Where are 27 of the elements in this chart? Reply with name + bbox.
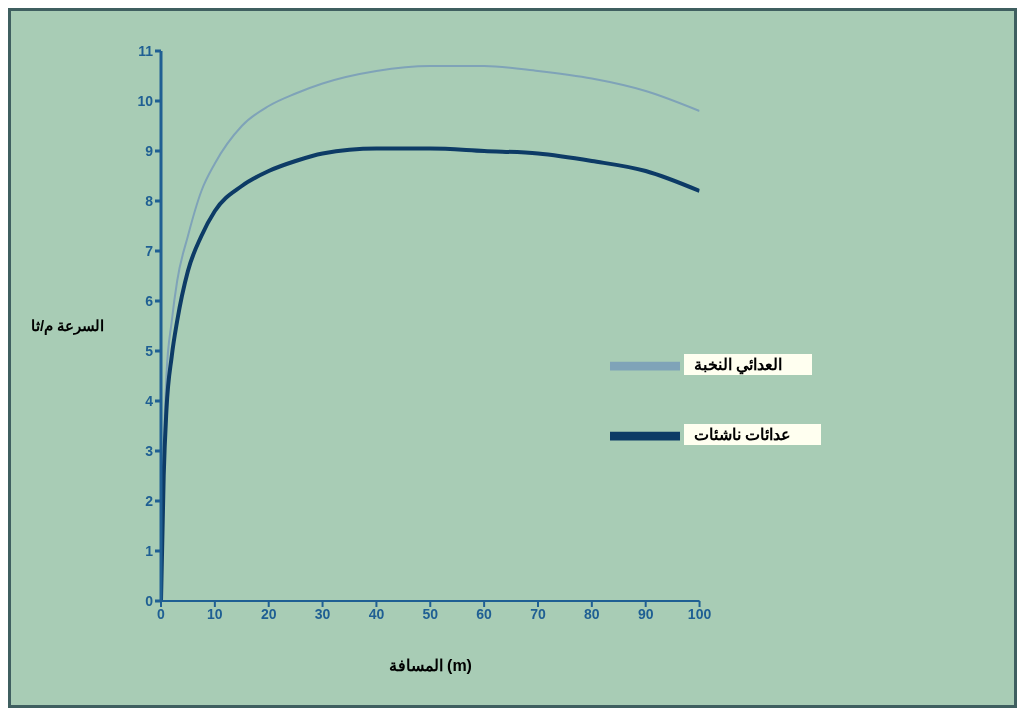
- x-tick-label: 0: [157, 605, 166, 622]
- y-tick-label: 6: [145, 292, 154, 309]
- x-tick-label: 100: [687, 605, 712, 622]
- y-tick-label: 11: [138, 42, 154, 59]
- x-tick-label: 30: [314, 605, 331, 622]
- y-tick-label: 10: [137, 92, 154, 109]
- y-tick-label: 0: [145, 592, 154, 609]
- x-axis-title: المسافة (m): [388, 657, 472, 674]
- y-tick-label: 7: [145, 242, 154, 259]
- y-axis-title: السرعة م/ثا: [31, 317, 105, 336]
- y-tick-label: 4: [145, 392, 154, 409]
- x-tick-label: 90: [637, 605, 654, 622]
- legend-label: العدائي النخبة: [683, 354, 812, 376]
- y-tick-label: 8: [145, 192, 154, 209]
- legend-label: عدائات ناشئات: [683, 424, 821, 446]
- y-tick-label: 2: [145, 492, 154, 509]
- y-tick-label: 5: [145, 342, 154, 359]
- x-tick-label: 70: [530, 605, 546, 622]
- x-tick-label: 60: [476, 605, 493, 622]
- y-tick-label: 1: [145, 542, 154, 559]
- x-tick-label: 50: [422, 605, 439, 622]
- y-tick-label: 9: [145, 142, 154, 159]
- x-tick-label: 40: [368, 605, 385, 622]
- x-tick-label: 80: [584, 605, 600, 622]
- y-tick-label: 3: [145, 442, 154, 459]
- x-tick-label: 20: [260, 605, 277, 622]
- x-tick-label: 10: [207, 605, 223, 622]
